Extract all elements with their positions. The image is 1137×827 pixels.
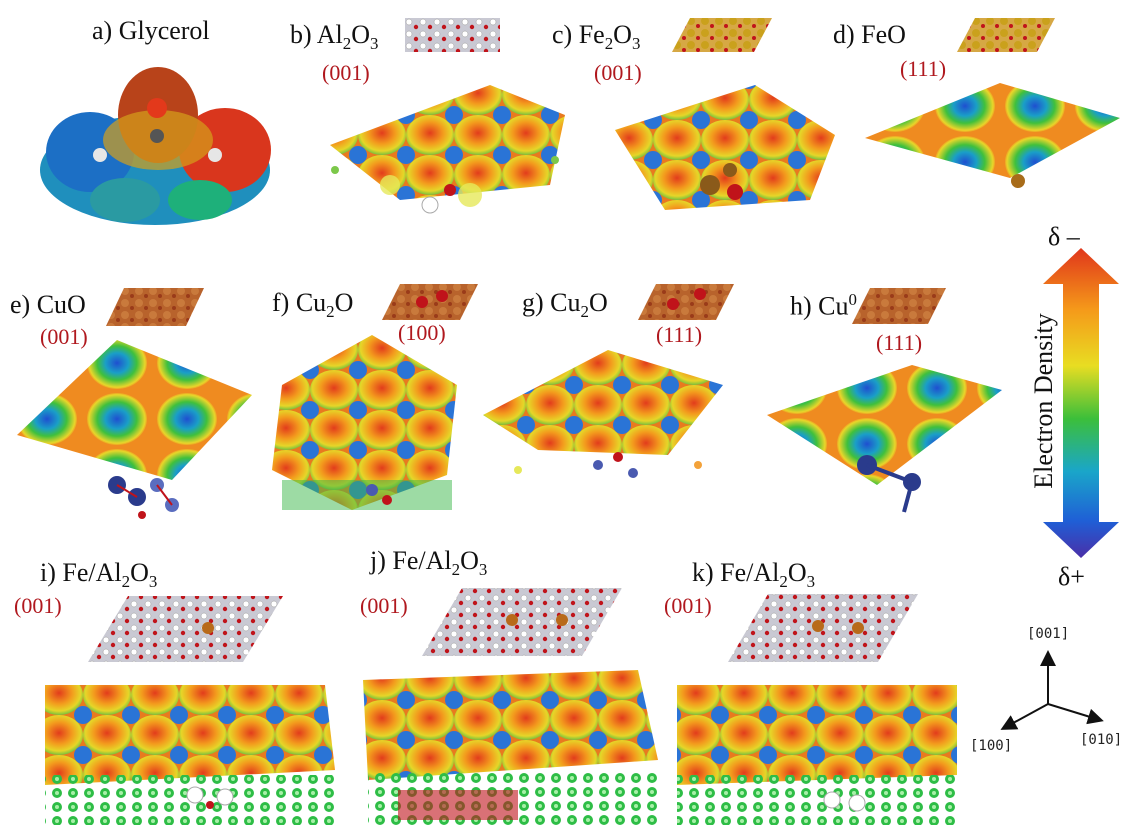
panel-b-sub2: 3 — [369, 34, 379, 54]
panel-b-sub1: 2 — [342, 34, 352, 54]
panel-k-sub1: 2 — [779, 572, 788, 592]
panel-b-prefix: b) Al — [290, 20, 343, 49]
panel-d-crystal-thumb — [957, 18, 1055, 52]
panel-e-density-surface — [17, 340, 252, 519]
panel-e-text: e) CuO — [10, 290, 86, 319]
panel-b-miller: (001) — [322, 60, 370, 85]
panel-h-density-surface — [767, 365, 1002, 513]
panel-k-sub2: 3 — [806, 572, 816, 592]
panel-d-label: d) FeO — [833, 22, 906, 48]
panel-j-crystal-thumb — [422, 588, 622, 656]
panel-g-density-surface — [483, 350, 723, 478]
panel-c-prefix: c) Fe — [552, 20, 605, 49]
panel-c-crystal-thumb — [672, 18, 772, 52]
panel-f-label: f) Cu2O — [272, 290, 353, 321]
panel-k-mid: O — [787, 558, 807, 587]
panel-h-prefix: h) Cu — [790, 291, 849, 321]
panel-j-sub2: 3 — [478, 560, 488, 580]
panel-c-sub1: 2 — [604, 34, 614, 54]
panel-d-text: d) FeO — [833, 20, 906, 49]
panel-j-miller: (001) — [360, 593, 408, 618]
panel-k-density-surface — [677, 685, 957, 825]
panel-k-label: k) Fe/Al2O3 — [692, 560, 815, 591]
panel-f-miller: (100) — [398, 320, 446, 345]
panel-g-crystal-thumb — [638, 284, 734, 320]
glycerol-esp-surface — [40, 67, 271, 225]
colorbar-bottom-label: δ+ — [1058, 562, 1085, 591]
panel-h-sup: 0 — [848, 290, 857, 309]
panel-e-label: e) CuO — [10, 292, 86, 318]
panel-f-mid: O — [334, 288, 354, 317]
axis-100-arrow — [1000, 703, 1049, 730]
panel-g-miller: (111) — [656, 322, 703, 347]
panel-f-prefix: f) Cu — [272, 288, 327, 317]
panel-i-miller: (001) — [14, 593, 62, 618]
panel-h-label: h) Cu0 — [790, 290, 857, 321]
panel-c-mid: O — [613, 20, 632, 49]
panel-g-label: g) Cu2O — [522, 290, 608, 321]
panel-c-sub2: 3 — [631, 34, 641, 54]
panel-i-label: i) Fe/Al2O3 — [40, 560, 157, 591]
panel-f-sub1: 2 — [326, 302, 335, 322]
panel-j-mid: O — [460, 546, 479, 575]
axis-100-label: [100] — [970, 738, 1013, 754]
colorbar-top-label: δ – — [1048, 222, 1080, 251]
panel-g-prefix: g) Cu — [522, 288, 581, 317]
panel-b-crystal-thumb — [405, 18, 500, 52]
panel-e-miller: (001) — [40, 324, 88, 349]
panel-a-label: a) Glycerol — [92, 18, 210, 44]
panel-d-miller: (111) — [900, 56, 947, 81]
panel-f-density-surface — [272, 335, 457, 510]
panel-b-mid: O — [351, 20, 370, 49]
panel-i-sub1: 2 — [121, 572, 131, 592]
panel-h-miller: (111) — [876, 330, 923, 355]
colorbar-title: Electron Density — [1029, 313, 1058, 489]
panel-g-sub1: 2 — [580, 302, 589, 322]
axis-010-label: [010] — [1080, 732, 1123, 748]
panel-d-density-surface — [865, 83, 1120, 188]
panel-k-miller: (001) — [664, 593, 712, 618]
panel-j-sub1: 2 — [451, 560, 461, 580]
crystal-axes-triad — [1000, 650, 1104, 730]
panel-i-prefix: i) Fe/Al — [40, 558, 122, 587]
panel-b-density-surface — [330, 85, 565, 214]
colorbar-arrow — [1043, 248, 1119, 558]
panel-a-text: a) Glycerol — [92, 16, 210, 45]
axis-010-arrow — [1047, 703, 1104, 725]
panel-f-crystal-thumb — [382, 284, 478, 320]
panel-k-prefix: k) Fe/Al — [692, 558, 780, 587]
panel-c-miller: (001) — [594, 60, 642, 85]
axis-001-label: [001] — [1027, 626, 1070, 642]
panel-i-sub2: 3 — [148, 572, 158, 592]
panel-i-density-surface — [45, 685, 335, 825]
panel-j-density-surface — [363, 670, 658, 825]
panel-b-label: b) Al2O3 — [290, 22, 378, 53]
panel-i-mid: O — [130, 558, 149, 587]
panel-c-density-surface — [615, 85, 835, 210]
panel-g-mid: O — [588, 288, 608, 317]
panel-c-label: c) Fe2O3 — [552, 22, 640, 53]
panel-i-crystal-thumb — [88, 596, 283, 662]
panel-k-crystal-thumb — [728, 594, 918, 662]
panel-h-crystal-thumb — [852, 288, 946, 324]
panel-e-crystal-thumb — [106, 288, 204, 326]
panel-j-prefix: j) Fe/Al — [370, 546, 452, 575]
panel-j-label: j) Fe/Al2O3 — [370, 548, 487, 579]
